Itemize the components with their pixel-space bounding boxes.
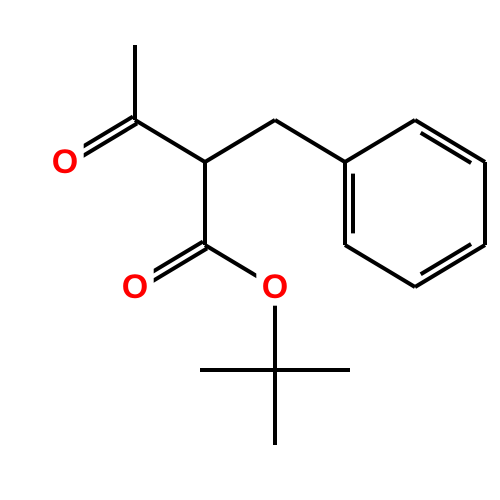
- bond: [415, 120, 485, 162]
- atom-label-o: O: [52, 143, 78, 181]
- bond: [205, 120, 275, 162]
- atom-label-o: O: [262, 268, 288, 306]
- bond: [415, 245, 485, 287]
- molecule-diagram: O O O: [0, 0, 500, 500]
- atom-label-o: O: [122, 268, 148, 306]
- bond: [205, 245, 260, 278]
- bond: [345, 245, 415, 287]
- bond: [345, 120, 415, 162]
- bond: [275, 120, 345, 162]
- bond: [135, 120, 205, 162]
